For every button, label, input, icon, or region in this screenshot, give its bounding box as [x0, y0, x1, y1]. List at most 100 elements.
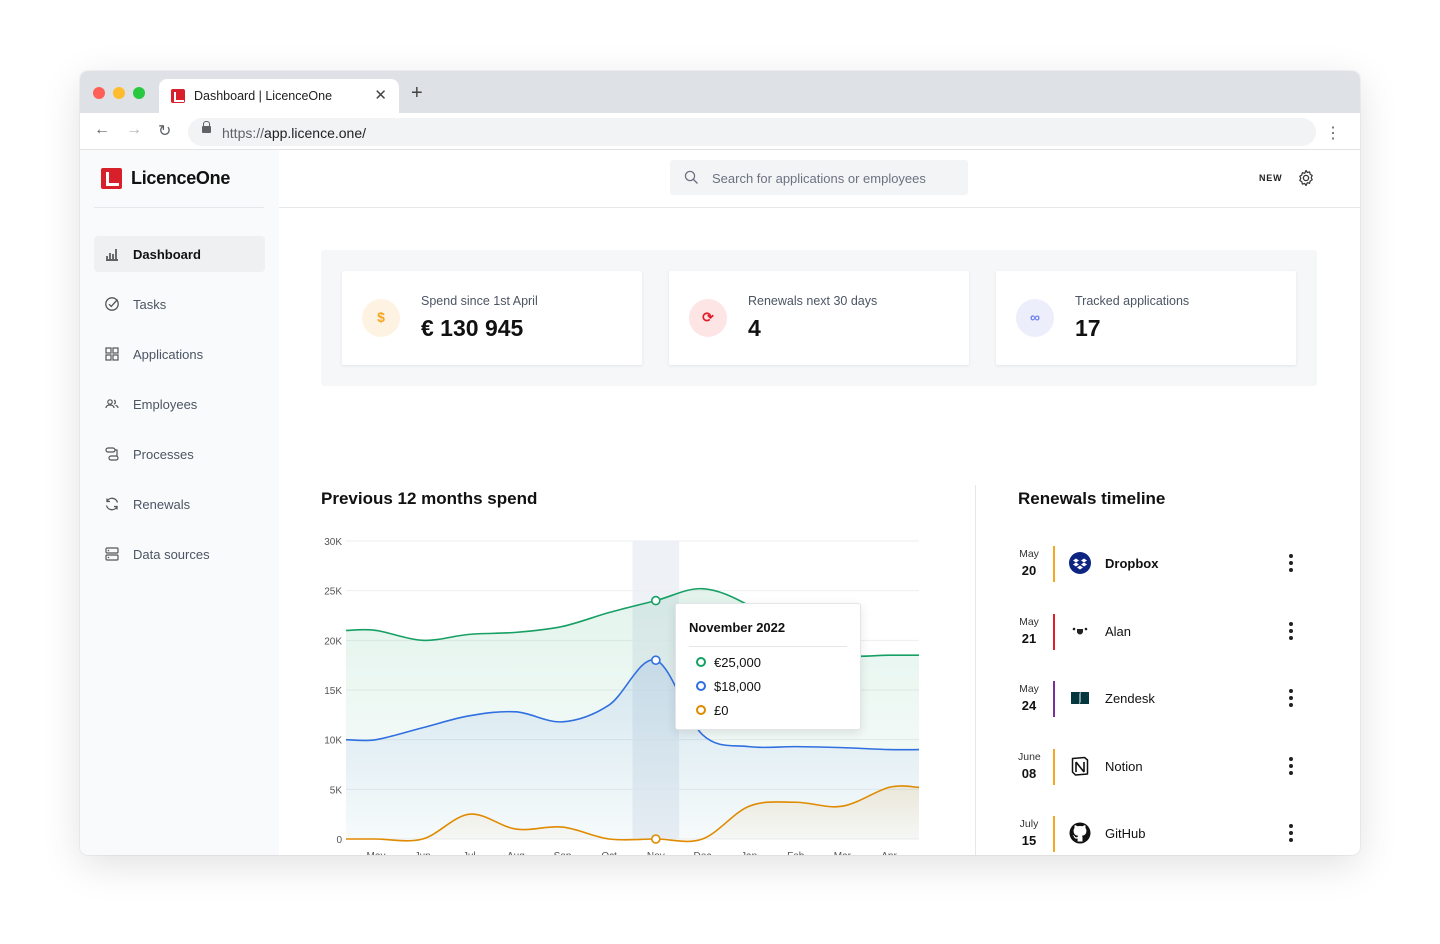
renewal-bar	[1053, 546, 1055, 582]
check-circle-icon	[105, 297, 119, 311]
kpi-value: 4	[748, 315, 761, 341]
renewal-item[interactable]: July 15 GitHub	[1018, 811, 1318, 855]
renewal-bar	[1053, 681, 1055, 717]
y-tick-label: 20K	[324, 636, 342, 647]
close-window-button[interactable]	[93, 87, 105, 99]
kpi-label: Spend since 1st April	[421, 294, 538, 308]
renewal-bar	[1053, 749, 1055, 785]
sidebar-item-data-sources[interactable]: Data sources	[94, 536, 265, 572]
database-icon	[105, 547, 119, 561]
browser-tab[interactable]: Dashboard | LicenceOne ✕	[159, 79, 399, 113]
x-tick-label: Oct	[601, 851, 617, 855]
renewal-day: 21	[1021, 631, 1037, 646]
y-tick-label: 30K	[324, 537, 342, 548]
y-tick-label: 5K	[330, 785, 343, 796]
tooltip-divider	[689, 646, 847, 647]
kpi-value: € 130 945	[421, 315, 524, 341]
favicon-icon	[171, 89, 185, 103]
chart-tooltip: November 2022 €25,000 $18,000 £0	[675, 603, 861, 730]
renewal-month: May	[1019, 548, 1039, 560]
renewal-item[interactable]: May 20 Dropbox	[1018, 541, 1318, 585]
more-options-icon[interactable]	[1285, 621, 1297, 641]
sidebar-item-label: Tasks	[133, 297, 167, 312]
licenceone-logo-icon	[101, 168, 122, 189]
renewal-day: 15	[1021, 833, 1037, 848]
series-area	[346, 785, 919, 842]
bar-chart-icon	[106, 249, 118, 261]
kpi-card-renewals: ⟳ Renewals next 30 days 4	[669, 271, 969, 365]
sidebar: LicenceOne Dashboard Tasks Applications …	[80, 150, 279, 855]
renewals-title: Renewals timeline	[1018, 489, 1166, 508]
kpi-label: Tracked applications	[1075, 294, 1190, 308]
refresh-icon: ⟳	[689, 299, 727, 337]
kpi-card-tracked: ∞ Tracked applications 17	[996, 271, 1296, 365]
users-icon	[105, 399, 119, 409]
renewal-item[interactable]: June 08 Notion	[1018, 744, 1318, 788]
search-input[interactable]: Search for applications or employees	[670, 160, 968, 195]
sidebar-item-processes[interactable]: Processes	[94, 436, 265, 472]
series-area	[346, 659, 919, 839]
sidebar-item-employees[interactable]: Employees	[94, 386, 265, 422]
refresh-icon	[105, 497, 119, 511]
url-field[interactable]: https://app.licence.one/	[188, 118, 1316, 146]
renewal-item[interactable]: May 21 Alan	[1018, 609, 1318, 653]
more-options-icon[interactable]	[1285, 553, 1297, 573]
sidebar-item-dashboard[interactable]: Dashboard	[94, 236, 265, 272]
x-tick-label: Jun	[415, 851, 431, 855]
gear-icon[interactable]	[1297, 169, 1315, 187]
x-tick-label: Aug	[507, 851, 525, 855]
x-tick-label: Apr	[881, 851, 897, 855]
search-placeholder: Search for applications or employees	[712, 171, 926, 186]
sidebar-item-tasks[interactable]: Tasks	[94, 286, 265, 322]
series-line	[345, 785, 920, 843]
sidebar-item-label: Data sources	[133, 547, 210, 562]
section-divider	[975, 485, 976, 855]
tooltip-row: €25,000	[696, 655, 761, 670]
highlight-point	[651, 834, 661, 844]
x-tick-label: Sep	[554, 851, 572, 855]
address-bar: ← → ↻ https://app.licence.one/ ⋮	[80, 113, 1360, 150]
more-options-icon[interactable]	[1285, 756, 1297, 776]
tooltip-row: $18,000	[696, 679, 761, 694]
more-options-icon[interactable]	[1285, 688, 1297, 708]
sidebar-item-label: Processes	[133, 447, 194, 462]
forward-icon[interactable]: →	[126, 121, 142, 138]
zendesk-logo	[1071, 692, 1089, 704]
back-icon[interactable]: ←	[94, 121, 110, 138]
close-tab-icon[interactable]: ✕	[374, 87, 387, 104]
reload-icon[interactable]: ↻	[158, 123, 172, 140]
renewal-app-name: Notion	[1105, 759, 1143, 774]
url-scheme: https://	[222, 125, 265, 141]
glasses-icon: ∞	[1016, 299, 1054, 337]
renewal-day: 08	[1021, 766, 1037, 781]
minimize-window-button[interactable]	[113, 87, 125, 99]
renewal-app-name: Zendesk	[1105, 691, 1155, 706]
renewal-month: May	[1019, 683, 1039, 695]
renewal-month: May	[1019, 616, 1039, 628]
x-tick-label: Mar	[834, 851, 852, 855]
sidebar-item-applications[interactable]: Applications	[94, 336, 265, 372]
renewal-month: June	[1018, 751, 1041, 763]
kpi-label: Renewals next 30 days	[748, 294, 878, 308]
tooltip-row: £0	[696, 703, 728, 718]
renewal-day: 24	[1021, 698, 1037, 713]
renewal-day: 20	[1021, 563, 1037, 578]
more-options-icon[interactable]	[1285, 823, 1297, 843]
maximize-window-button[interactable]	[133, 87, 145, 99]
new-tab-button[interactable]: +	[411, 82, 423, 104]
renewal-app-name: Dropbox	[1105, 556, 1159, 571]
alan-logo	[1072, 627, 1088, 635]
series-marker	[696, 705, 706, 715]
kpi-panel: $ Spend since 1st April € 130 945 ⟳ Rene…	[321, 250, 1317, 386]
sidebar-item-label: Applications	[133, 347, 204, 362]
browser-menu-icon[interactable]: ⋮	[1325, 125, 1341, 142]
highlight-point	[651, 595, 661, 606]
sidebar-item-renewals[interactable]: Renewals	[94, 486, 265, 522]
new-button[interactable]: NEW	[1259, 173, 1283, 183]
renewal-item[interactable]: May 24 Zendesk	[1018, 676, 1318, 720]
url-host: app.licence.one/	[264, 125, 366, 141]
github-logo	[1069, 822, 1091, 844]
dollar-icon: $	[362, 299, 400, 337]
renewal-month: July	[1019, 818, 1039, 830]
x-tick-label: Jan	[741, 851, 757, 855]
